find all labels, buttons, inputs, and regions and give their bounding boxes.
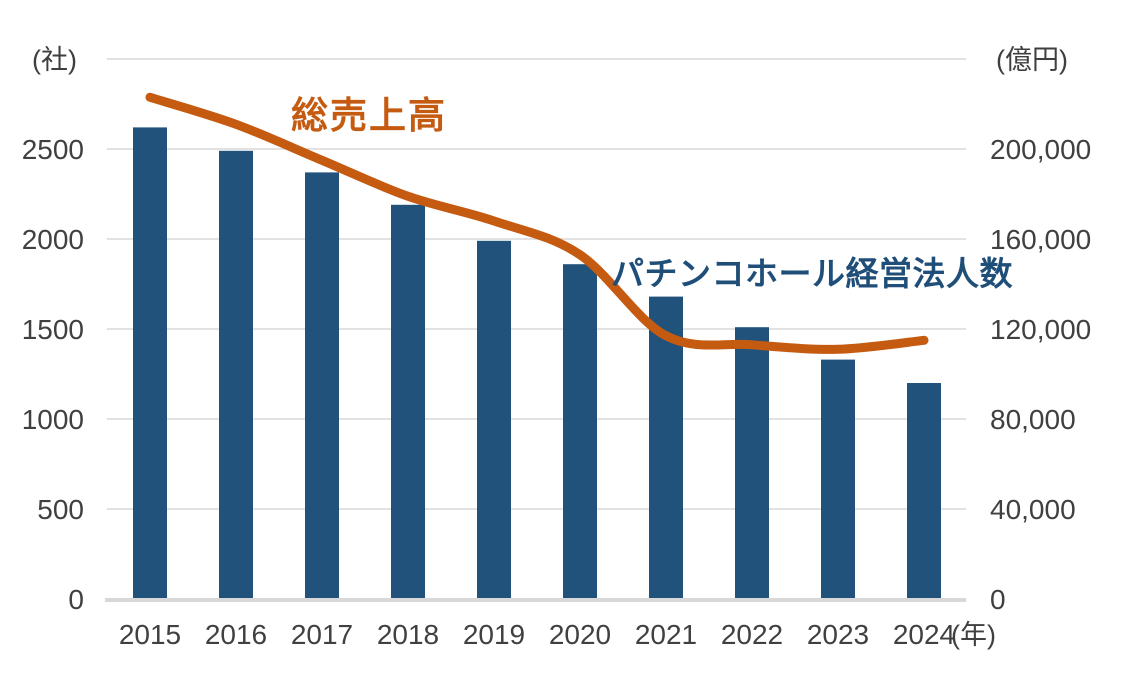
bar-2019 (477, 240, 511, 599)
left-axis-tick-label: 2000 (22, 224, 84, 255)
x-axis-unit-label: (年) (951, 620, 996, 650)
left-axis-tick-label: 1000 (22, 404, 84, 435)
x-axis-year-label: 2022 (721, 619, 783, 650)
left-axis-tick-label: 0 (68, 584, 84, 615)
x-axis-year-label: 2015 (119, 619, 181, 650)
bar-2023 (821, 359, 855, 598)
sales-line (145, 92, 929, 354)
left-axis-unit-label: (社) (32, 45, 77, 75)
x-axis-year-label: 2020 (549, 619, 611, 650)
bar-2020 (563, 264, 597, 598)
bar-2015 (133, 127, 167, 599)
x-axis-year-label: 2021 (635, 619, 697, 650)
bar-2016 (219, 150, 253, 599)
right-axis-tick-label: 120,000 (990, 314, 1091, 345)
x-axis-year-label: 2018 (377, 619, 439, 650)
bar-2021 (649, 296, 683, 598)
bar-2018 (391, 204, 425, 599)
right-axis-tick-label: 200,000 (990, 134, 1091, 165)
x-axis-year-label: 2019 (463, 619, 525, 650)
right-axis-tick-label: 80,000 (990, 404, 1076, 435)
x-axis-year-label: 2017 (291, 619, 353, 650)
right-axis-tick-label: 40,000 (990, 494, 1076, 525)
left-axis-tick-label: 500 (37, 494, 84, 525)
x-axis-year-label: 2023 (807, 619, 869, 650)
bar-2022 (735, 327, 769, 598)
right-axis-tick-label: 160,000 (990, 224, 1091, 255)
bar-series-annotation: パチンコホール経営法人数 (611, 255, 1013, 292)
right-axis-tick-label: 0 (990, 584, 1006, 615)
x-axis-year-label: 2024 (893, 619, 955, 650)
line-series-annotation: 総売上高 (291, 95, 447, 136)
x-axis-year-label: 2016 (205, 619, 267, 650)
right-axis-unit-label: (億円) (996, 45, 1068, 75)
bar-2017 (305, 172, 339, 598)
left-axis-tick-label: 1500 (22, 314, 84, 345)
left-axis-tick-label: 2500 (22, 134, 84, 165)
bar-2024 (907, 383, 941, 598)
